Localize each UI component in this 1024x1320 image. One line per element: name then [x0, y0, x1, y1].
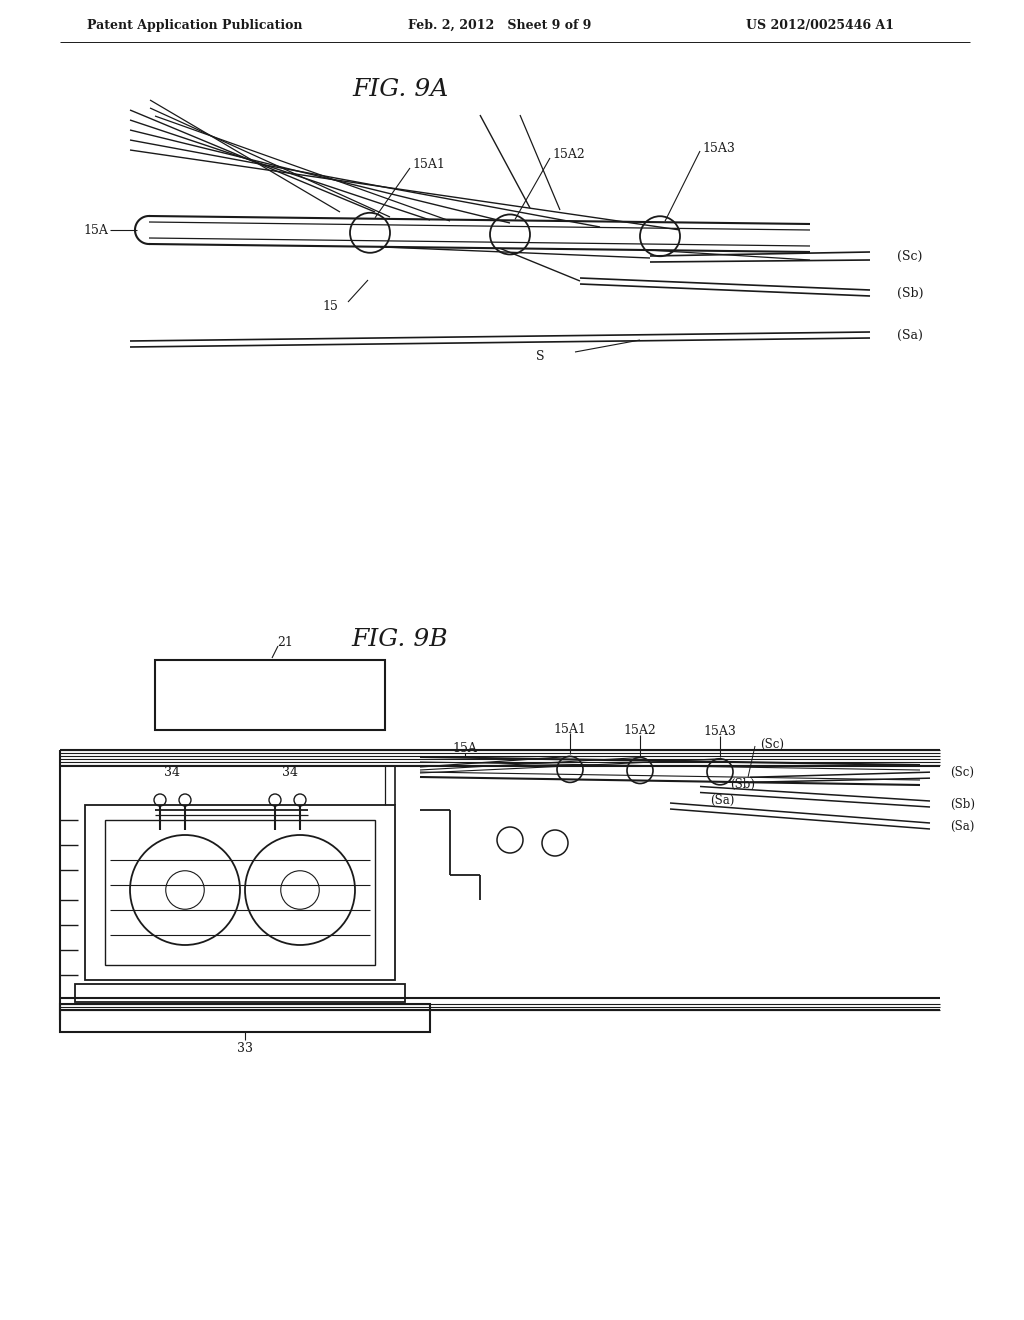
Bar: [85, 805, 395, 979]
Text: 15A3: 15A3: [702, 141, 735, 154]
Text: (Sc): (Sc): [760, 738, 784, 751]
Text: 34: 34: [164, 767, 180, 780]
Text: (Sb): (Sb): [950, 797, 975, 810]
Text: (Sb): (Sb): [730, 777, 755, 791]
Text: (Sa): (Sa): [897, 329, 923, 342]
Text: 15A: 15A: [453, 742, 477, 755]
Text: FIG. 9B: FIG. 9B: [351, 628, 449, 652]
Text: (Sb): (Sb): [897, 286, 924, 300]
Text: 15: 15: [323, 301, 338, 314]
Text: 15A2: 15A2: [624, 723, 656, 737]
Text: 15A2: 15A2: [552, 149, 585, 161]
Text: 15A3: 15A3: [703, 725, 736, 738]
Text: (Sc): (Sc): [950, 766, 974, 779]
Text: Patent Application Publication: Patent Application Publication: [87, 18, 303, 32]
Text: 15A1: 15A1: [554, 723, 587, 737]
Text: Feb. 2, 2012   Sheet 9 of 9: Feb. 2, 2012 Sheet 9 of 9: [409, 18, 592, 32]
Text: US 2012/0025446 A1: US 2012/0025446 A1: [746, 18, 894, 32]
Text: 21: 21: [278, 635, 293, 648]
Text: (Sa): (Sa): [950, 820, 975, 833]
Text: (Sa): (Sa): [710, 793, 734, 807]
Text: FIG. 9A: FIG. 9A: [352, 78, 449, 102]
Text: S: S: [536, 351, 544, 363]
Bar: [60, 1005, 430, 1032]
Bar: [155, 660, 385, 730]
Text: (Sc): (Sc): [897, 249, 923, 263]
Text: 34: 34: [282, 767, 298, 780]
Bar: [105, 820, 375, 965]
Text: 15A1: 15A1: [412, 158, 444, 172]
Bar: [75, 983, 406, 1002]
Text: 33: 33: [237, 1041, 253, 1055]
Text: 15A: 15A: [83, 223, 108, 236]
